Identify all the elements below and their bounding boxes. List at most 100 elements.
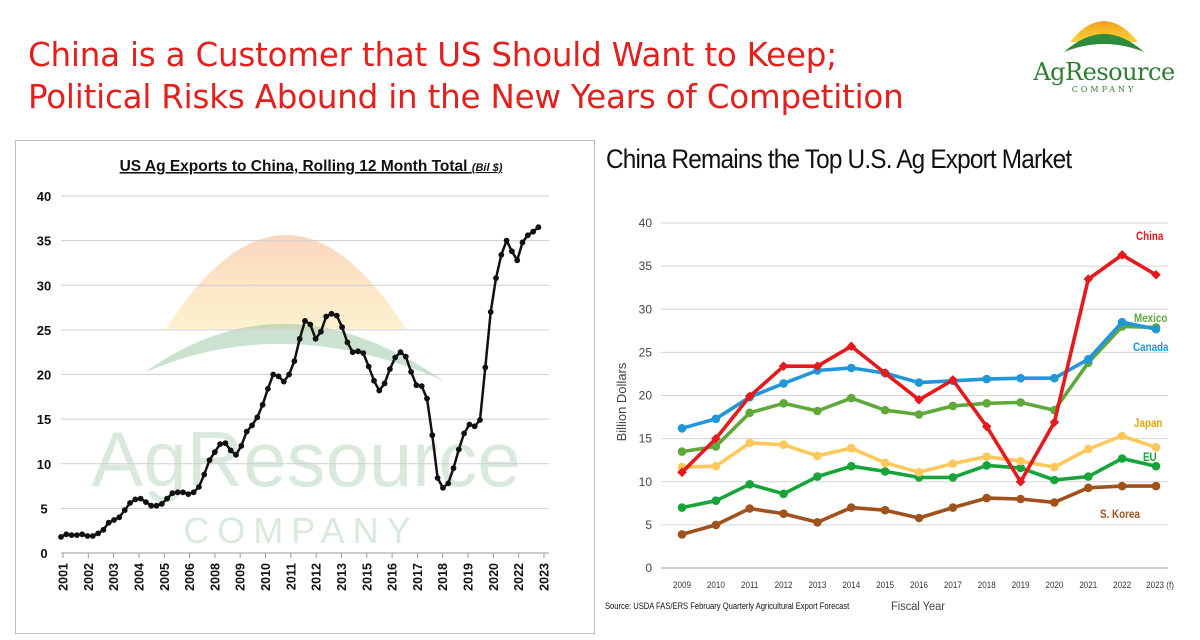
left-x-tick-label: 2009: [234, 563, 248, 591]
left-data-point: [275, 373, 282, 380]
left-x-tick-label: 2005: [158, 563, 172, 591]
left-y-tick-label: 35: [37, 234, 51, 249]
left-x-tick-label: 2020: [487, 563, 501, 591]
data-point-s-korea: [1151, 481, 1161, 491]
series-label-s-korea: S. Korea: [1100, 508, 1141, 521]
data-point-s-korea: [982, 493, 991, 503]
left-data-point: [127, 500, 133, 506]
left-data-point: [365, 363, 372, 370]
right-x-axis: 2009 2010 2011 2012 2013 2014 2015 2016 2017 2018…: [661, 567, 1174, 590]
left-y-axis: 0 5 10 15 20 25 30 35 40: [37, 189, 51, 561]
data-point-japan: [1117, 431, 1127, 441]
left-data-point: [371, 377, 377, 384]
left-y-tick-label: 15: [37, 412, 51, 427]
left-data-point: [392, 354, 399, 361]
right-x-tick-label: 2023 (f): [1146, 579, 1174, 590]
data-point-japan: [847, 443, 856, 453]
left-x-tick-label: 2003: [107, 563, 121, 591]
left-data-point: [503, 237, 510, 244]
left-data-point: [339, 324, 345, 331]
series-label-canada: Canada: [1133, 341, 1169, 354]
right-x-tick-label: 2014: [842, 579, 860, 590]
right-x-tick-label: 2020: [1045, 579, 1063, 590]
data-point-canada: [779, 379, 788, 388]
right-x-axis-label: Fiscal Year: [891, 601, 945, 613]
left-data-point: [482, 364, 489, 371]
data-point-s-korea: [948, 503, 958, 512]
right-chart-title: China Remains the Top U.S. Ag Export Mar…: [606, 144, 1072, 174]
left-data-point: [397, 349, 404, 356]
data-point-canada: [711, 414, 721, 424]
left-data-point: [137, 495, 144, 502]
left-data-point: [477, 417, 483, 423]
left-x-axis: 2001 2002 2003 2004 2005 2006 2008 2009 2010 2011…: [57, 552, 552, 591]
left-x-tick-label: 2019: [462, 563, 476, 591]
left-data-point: [424, 395, 430, 402]
left-x-tick-label: 2006: [183, 563, 197, 591]
right-x-tick-label: 2016: [910, 579, 928, 590]
right-y-tick-label: 35: [639, 259, 653, 273]
data-point-eu: [1084, 472, 1093, 481]
data-point-japan: [914, 468, 924, 477]
left-x-tick-label: 2018: [436, 563, 450, 591]
right-y-tick-label: 0: [645, 561, 652, 575]
left-data-point: [174, 489, 181, 496]
left-x-tick-label: 2012: [310, 563, 324, 591]
left-data-point: [429, 432, 436, 439]
left-data-point: [190, 489, 197, 496]
left-y-tick-label: 20: [37, 368, 51, 383]
right-y-tick-label: 15: [639, 432, 653, 446]
right-y-tick-label: 25: [639, 345, 653, 359]
left-x-tick-label: 2017: [411, 563, 425, 591]
data-point-s-korea: [1084, 483, 1093, 493]
right-y-tick-label: 5: [645, 518, 652, 532]
left-chart-title: US Ag Exports to China, Rolling 12 Month…: [120, 158, 503, 175]
left-data-point: [402, 353, 409, 360]
left-x-tick-label: 2002: [82, 563, 96, 591]
left-data-point: [466, 421, 473, 428]
left-chart: AgResource COMPANY US Ag Exports to Chin…: [37, 158, 552, 591]
watermark-subtitle: COMPANY: [183, 510, 418, 551]
data-point-s-korea: [847, 503, 856, 512]
data-point-eu: [711, 496, 721, 506]
data-point-japan: [1050, 462, 1059, 472]
data-point-japan: [1151, 443, 1161, 452]
left-data-point: [148, 502, 155, 509]
right-x-tick-label: 2019: [1012, 579, 1030, 590]
data-point-eu: [1151, 461, 1161, 471]
left-data-point: [89, 533, 96, 539]
data-point-mexico: [813, 406, 822, 416]
left-data-point: [471, 423, 478, 430]
data-point-mexico: [779, 399, 788, 408]
data-point-s-korea: [711, 520, 721, 530]
left-y-tick-label: 30: [37, 278, 51, 293]
left-data-point: [196, 484, 202, 490]
left-data-point: [249, 422, 255, 429]
right-y-tick-label: 10: [639, 475, 653, 489]
left-data-point: [211, 449, 218, 455]
slide-title-line-1: China is a Customer that US Should Want …: [28, 36, 837, 74]
left-data-point: [201, 471, 208, 478]
data-point-s-korea: [914, 513, 924, 523]
right-chart-panel: China Remains the Top U.S. Ag Export Mar…: [598, 140, 1200, 635]
left-data-point: [206, 457, 213, 464]
data-point-china: [778, 361, 789, 371]
left-data-point: [461, 430, 467, 437]
data-point-s-korea: [1117, 481, 1127, 491]
data-point-canada: [677, 424, 687, 433]
left-data-point: [418, 383, 425, 389]
slide-title: China is a Customer that US Should Want …: [28, 34, 904, 118]
left-data-point: [233, 451, 239, 458]
left-data-point: [74, 532, 80, 538]
left-data-point: [280, 378, 287, 385]
left-data-point: [376, 387, 383, 394]
left-data-point: [259, 401, 266, 408]
watermark-wordmark: AgResource: [91, 415, 520, 503]
data-point-eu: [880, 467, 890, 476]
right-x-tick-label: 2012: [775, 579, 793, 590]
left-data-point: [296, 335, 303, 342]
left-x-tick-label: 2011: [284, 563, 298, 590]
logo-wordmark: AgResource: [1033, 58, 1175, 86]
right-y-tick-label: 40: [639, 216, 653, 230]
left-data-point: [95, 530, 101, 537]
